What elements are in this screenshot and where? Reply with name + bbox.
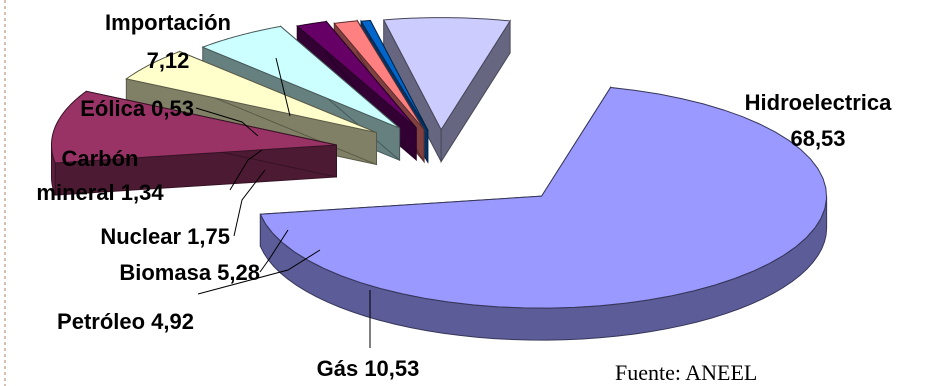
slice-top-importaci-n — [382, 17, 511, 131]
slice-top-petr-leo — [125, 50, 377, 134]
label-petroleo: Petróleo 4,92 — [57, 309, 194, 334]
source-note: Fuente: ANEEL — [615, 360, 757, 385]
leader-biomasa — [259, 229, 289, 273]
leader-importacion — [275, 57, 291, 117]
label-carbon-line2: mineral 1,34 — [36, 180, 164, 205]
slice-top-carb-n-mineral — [333, 20, 425, 131]
label-gas: Gás 10,53 — [317, 356, 420, 381]
label-nuclear: Nuclear 1,75 — [100, 224, 230, 249]
slice-top-g-s — [50, 90, 337, 164]
pie-slices — [50, 17, 828, 341]
slice-importaci-n — [382, 17, 511, 164]
leader-petroleo — [197, 249, 321, 295]
leader-eolica — [195, 107, 259, 137]
label-hidro-value: 68,53 — [790, 126, 845, 151]
label-hidro-name: Hidroelectrica — [745, 90, 892, 115]
slice-top-nuclear — [296, 20, 417, 129]
leader-carbon — [229, 149, 263, 191]
slice-hidroelectrica — [259, 85, 828, 341]
label-carbon-line1: Carbón — [62, 146, 139, 171]
label-biomasa: Biomasa 5,28 — [119, 260, 260, 285]
label-importacion-name: Importación — [105, 10, 231, 35]
label-importacion-value: 7,12 — [147, 48, 190, 73]
label-eolica: Eólica 0,53 — [80, 96, 194, 121]
slice-g-s — [50, 90, 337, 196]
slice-top-e-lica — [360, 19, 429, 131]
slice-top-biomasa — [201, 25, 400, 129]
leader-nuclear — [233, 169, 266, 237]
slice-top-hidroelectrica — [259, 86, 828, 309]
